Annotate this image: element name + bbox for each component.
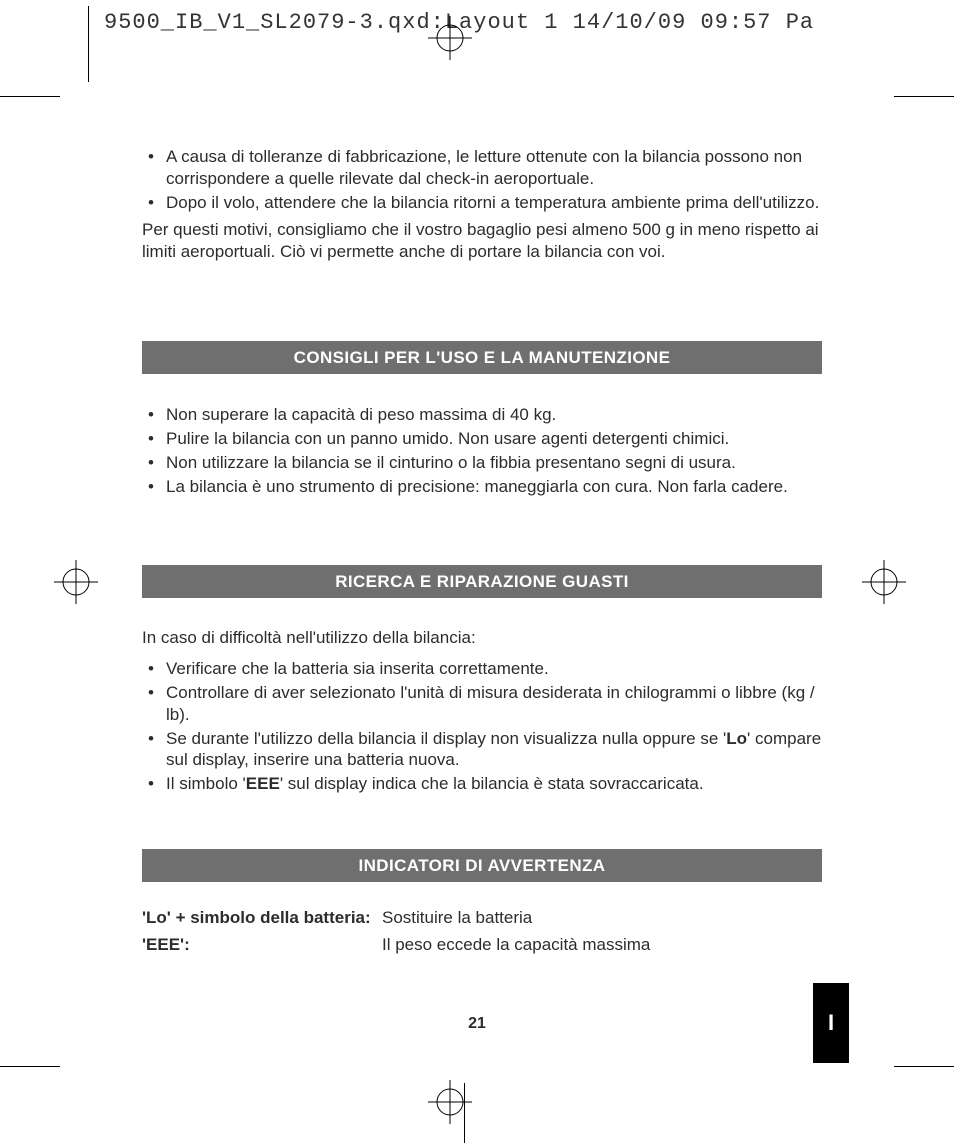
registration-mark-icon <box>54 560 98 604</box>
indicator-label: 'EEE': <box>142 931 382 958</box>
table-row: 'Lo' + simbolo della batteria: Sostituir… <box>142 904 822 931</box>
language-tab: I <box>813 983 849 1063</box>
indicator-value: Sostituire la batteria <box>382 904 822 931</box>
registration-mark-icon <box>428 1080 472 1124</box>
registration-mark-icon <box>862 560 906 604</box>
indicator-value: Il peso eccede la capacità massima <box>382 931 822 958</box>
troubleshoot-intro: In caso di difficoltà nell'utilizzo dell… <box>142 628 822 648</box>
list-item: Non utilizzare la bilancia se il cinturi… <box>142 452 822 474</box>
page-number: 21 <box>0 1015 954 1033</box>
list-item: Controllare di aver selezionato l'unità … <box>142 682 822 726</box>
list-item: Dopo il volo, attendere che la bilancia … <box>142 192 822 214</box>
crop-mark <box>894 96 954 97</box>
bold-text: EEE <box>246 774 280 793</box>
troubleshoot-bullets: Verificare che la batteria sia inserita … <box>142 658 822 795</box>
section-heading-care: CONSIGLI PER L'USO E LA MANUTENZIONE <box>142 341 822 374</box>
text: Se durante l'utilizzo della bilancia il … <box>166 729 726 748</box>
list-item: A causa di tolleranze di fabbricazione, … <box>142 146 822 190</box>
indicator-label: 'Lo' + simbolo della batteria: <box>142 904 382 931</box>
list-item: Non superare la capacità di peso massima… <box>142 404 822 426</box>
crop-mark <box>0 96 60 97</box>
table-row: 'EEE': Il peso eccede la capacità massim… <box>142 931 822 958</box>
crop-mark <box>88 6 89 82</box>
crop-mark <box>894 1066 954 1067</box>
text: ' sul display indica che la bilancia è s… <box>280 774 704 793</box>
section-heading-indicators: INDICATORI DI AVVERTENZA <box>142 849 822 882</box>
list-item: Se durante l'utilizzo della bilancia il … <box>142 728 822 772</box>
list-item: La bilancia è uno strumento di precision… <box>142 476 822 498</box>
section-heading-troubleshoot: RICERCA E RIPARAZIONE GUASTI <box>142 565 822 598</box>
list-item: Pulire la bilancia con un panno umido. N… <box>142 428 822 450</box>
page-content: A causa di tolleranze di fabbricazione, … <box>142 146 822 958</box>
list-item: Verificare che la batteria sia inserita … <box>142 658 822 680</box>
registration-mark-icon <box>428 16 472 60</box>
crop-mark <box>0 1066 60 1067</box>
indicators-table: 'Lo' + simbolo della batteria: Sostituir… <box>142 904 822 958</box>
bold-text: Lo <box>726 729 747 748</box>
list-item: Il simbolo 'EEE' sul display indica che … <box>142 773 822 795</box>
intro-bullets: A causa di tolleranze di fabbricazione, … <box>142 146 822 213</box>
intro-paragraph: Per questi motivi, consigliamo che il vo… <box>142 219 822 263</box>
care-bullets: Non superare la capacità di peso massima… <box>142 404 822 497</box>
text: Il simbolo ' <box>166 774 246 793</box>
